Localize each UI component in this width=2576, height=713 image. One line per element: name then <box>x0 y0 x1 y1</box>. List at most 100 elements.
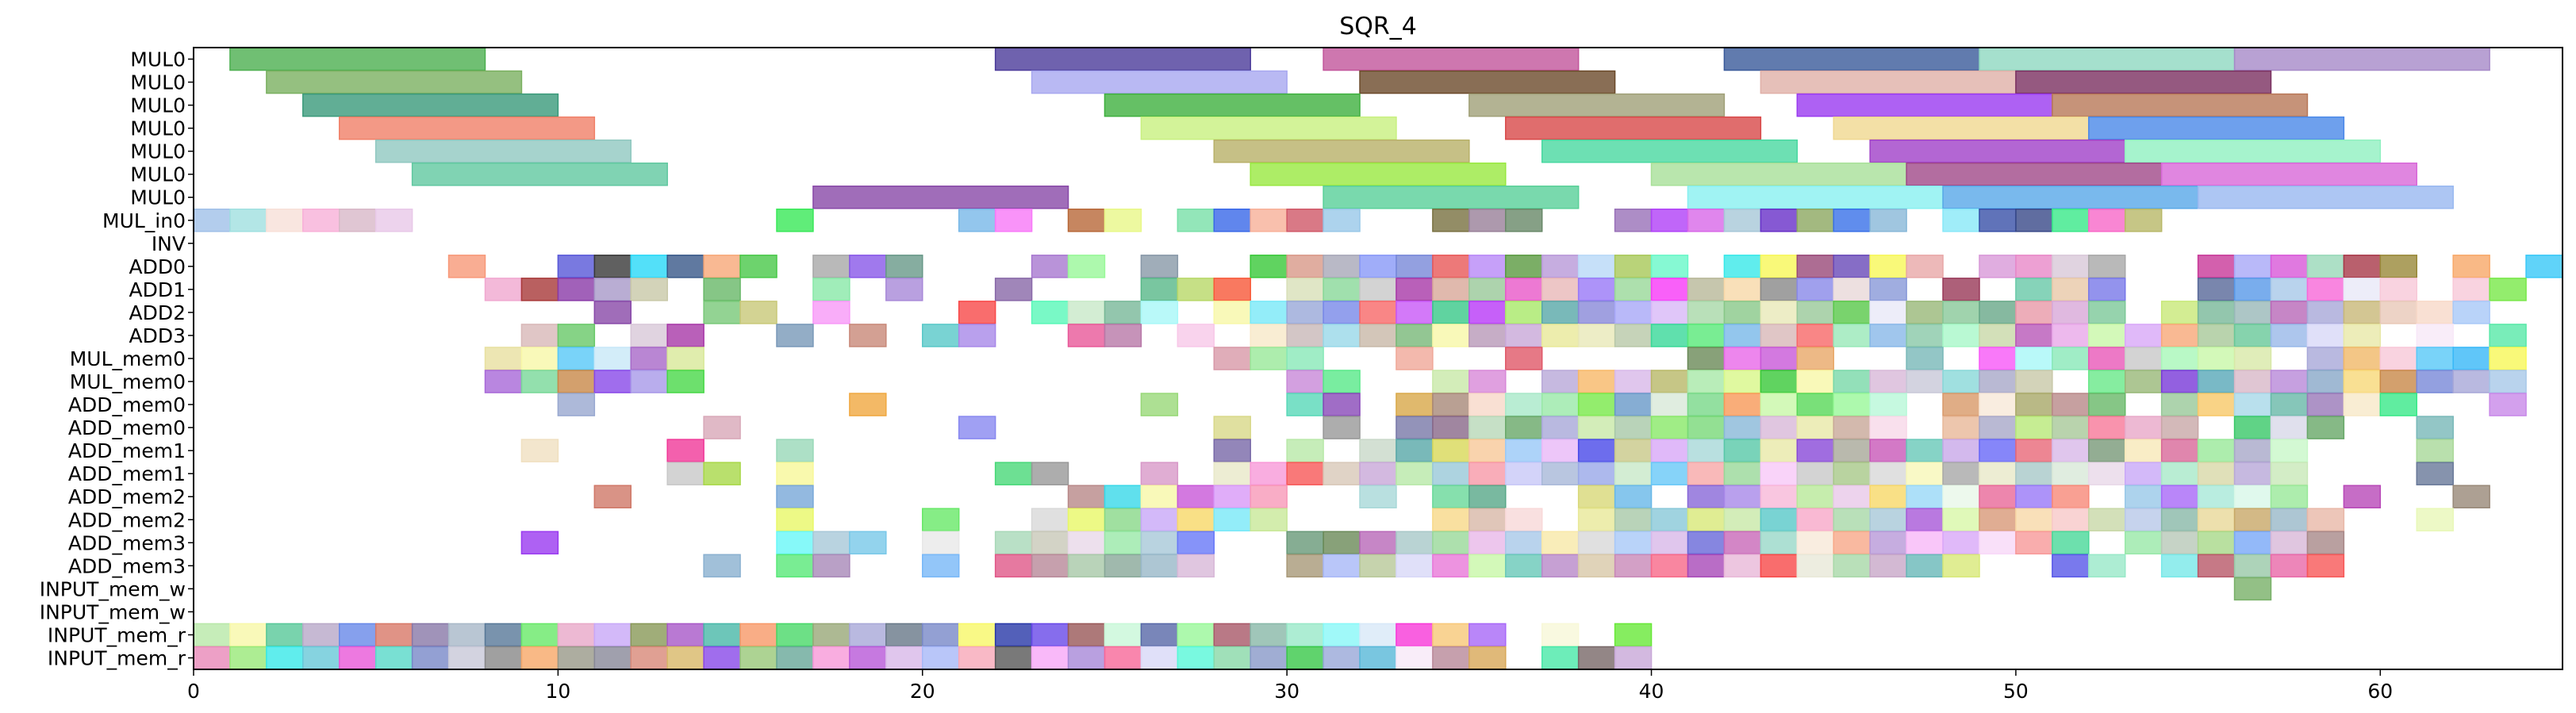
task-bar <box>2452 485 2490 508</box>
task-bar <box>1505 554 1543 578</box>
task-bar <box>1140 508 1179 532</box>
task-bar <box>1942 370 1980 393</box>
task-bar <box>1833 485 1871 508</box>
task-bar <box>630 278 668 301</box>
task-bar <box>2088 255 2126 278</box>
task-bar <box>2197 554 2236 578</box>
task-bar <box>1140 623 1179 647</box>
task-bar <box>1395 324 1434 347</box>
task-bar <box>1468 93 1726 117</box>
task-bar <box>2015 370 2053 393</box>
row-label: ADD_mem2 <box>68 485 186 508</box>
task-bar <box>812 554 850 578</box>
task-bar <box>776 439 814 462</box>
task-bar <box>1760 439 1799 462</box>
task-bar <box>776 462 814 485</box>
task-bar <box>666 462 704 485</box>
task-bar <box>2489 278 2527 301</box>
task-bar <box>2270 370 2309 393</box>
task-bar <box>849 623 887 647</box>
task-bar <box>1687 485 1726 508</box>
task-bar <box>2088 278 2126 301</box>
task-bar <box>1432 255 1470 278</box>
task-bar <box>2015 462 2053 485</box>
task-bar <box>2233 485 2272 508</box>
task-bar <box>1723 278 1762 301</box>
row-label: ADD_mem0 <box>68 416 186 439</box>
task-bar <box>1359 70 1616 94</box>
task-bar <box>1140 301 1179 324</box>
task-bar <box>2270 255 2309 278</box>
task-bar <box>849 393 887 416</box>
task-bar <box>1395 623 1434 647</box>
task-bar <box>1031 646 1069 670</box>
task-bar <box>411 162 668 186</box>
task-bar <box>1833 393 1871 416</box>
task-bar <box>1213 278 1251 301</box>
task-bar <box>2088 416 2126 439</box>
task-bar <box>2270 508 2309 532</box>
task-bar <box>1286 347 1324 370</box>
task-bar <box>1650 393 1689 416</box>
task-bar <box>1796 393 1834 416</box>
task-bar <box>2379 347 2417 370</box>
task-bar <box>2124 347 2163 370</box>
task-bar <box>2052 508 2090 532</box>
task-bar <box>1250 462 1288 485</box>
task-bar <box>630 370 668 393</box>
task-bar <box>1541 531 1580 555</box>
task-bar <box>1687 370 1726 393</box>
task-bar <box>2416 508 2454 532</box>
task-bar <box>2416 462 2454 485</box>
task-bar <box>739 646 777 670</box>
task-bar <box>666 324 704 347</box>
task-bar <box>1760 370 1799 393</box>
task-bar <box>1942 301 1980 324</box>
task-bar <box>2416 439 2454 462</box>
task-bar <box>1796 324 1834 347</box>
task-bar <box>1140 531 1179 555</box>
task-bar <box>484 370 523 393</box>
row-label: INV <box>152 232 186 255</box>
task-bar <box>2489 393 2527 416</box>
task-bar <box>1833 508 1871 532</box>
task-bar <box>1468 278 1507 301</box>
task-bar <box>2489 324 2527 347</box>
task-bar <box>2052 278 2090 301</box>
task-bar <box>1760 347 1799 370</box>
task-bar <box>994 47 1251 71</box>
x-axis: 0 10 20 30 40 50 60 <box>187 669 2393 703</box>
task-bar <box>2015 278 2053 301</box>
task-bar <box>1213 209 1251 232</box>
task-bar <box>1432 301 1470 324</box>
row-labels: MUL0MUL0MUL0MUL0MUL0MUL0MUL0MUL_in0INVAD… <box>40 48 194 669</box>
task-bar <box>1359 324 1397 347</box>
task-bar <box>1395 255 1434 278</box>
task-bar <box>1796 301 1834 324</box>
task-bar <box>2124 139 2382 163</box>
task-bar <box>1104 646 1142 670</box>
task-bar <box>520 623 559 647</box>
task-bar <box>666 347 704 370</box>
task-bar <box>994 278 1033 301</box>
task-bar <box>2015 485 2053 508</box>
task-bar <box>2052 393 2090 416</box>
task-bar <box>1760 278 1799 301</box>
task-bar <box>1432 278 1470 301</box>
task-bar <box>2270 531 2309 555</box>
task-bar <box>1833 370 1871 393</box>
task-bar <box>1614 324 1653 347</box>
task-bar <box>1869 462 1907 485</box>
task-bar <box>1869 255 1907 278</box>
task-bar <box>1869 485 1907 508</box>
task-bar <box>2124 439 2163 462</box>
task-bar <box>812 301 850 324</box>
task-bar <box>339 623 377 647</box>
task-bar <box>2197 393 2236 416</box>
task-bar <box>1541 554 1580 578</box>
task-bar <box>2306 416 2345 439</box>
task-bar <box>1359 554 1397 578</box>
task-bar <box>1468 324 1507 347</box>
task-bar <box>2160 393 2199 416</box>
task-bar <box>666 370 704 393</box>
